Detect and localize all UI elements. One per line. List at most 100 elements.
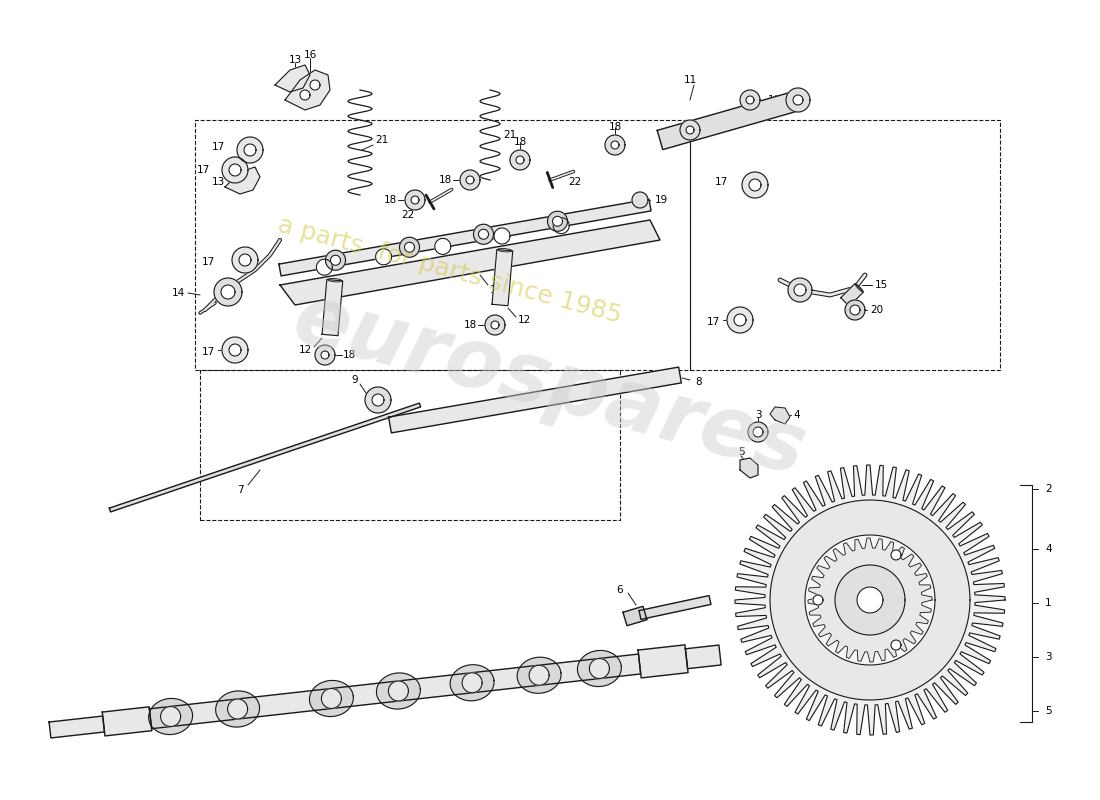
Text: 16: 16: [304, 50, 317, 60]
Polygon shape: [740, 90, 760, 110]
Polygon shape: [222, 337, 248, 363]
Polygon shape: [321, 351, 329, 359]
Polygon shape: [450, 665, 494, 701]
Text: 7: 7: [236, 485, 243, 495]
Polygon shape: [279, 199, 651, 276]
Polygon shape: [658, 90, 803, 150]
Polygon shape: [552, 216, 562, 226]
Polygon shape: [300, 90, 310, 100]
Polygon shape: [285, 70, 330, 110]
Polygon shape: [150, 654, 640, 729]
Polygon shape: [857, 587, 883, 613]
Polygon shape: [746, 96, 754, 104]
Text: 18: 18: [464, 320, 477, 330]
Polygon shape: [365, 387, 390, 413]
Polygon shape: [786, 88, 810, 112]
Polygon shape: [808, 538, 932, 662]
Text: 17: 17: [211, 142, 226, 152]
Text: 8: 8: [695, 377, 702, 387]
Polygon shape: [232, 247, 258, 273]
Polygon shape: [466, 176, 474, 184]
Polygon shape: [326, 250, 345, 270]
Polygon shape: [375, 249, 392, 265]
Text: 17: 17: [201, 257, 214, 267]
Polygon shape: [605, 135, 625, 155]
Polygon shape: [638, 645, 689, 678]
Text: a parts  for parts since 1985: a parts for parts since 1985: [275, 213, 625, 327]
Polygon shape: [460, 170, 480, 190]
Polygon shape: [50, 716, 104, 738]
Polygon shape: [280, 220, 660, 305]
Polygon shape: [229, 164, 241, 176]
Text: 4: 4: [793, 410, 800, 420]
Polygon shape: [214, 278, 242, 306]
Text: 18: 18: [439, 175, 452, 185]
Polygon shape: [216, 691, 260, 727]
Polygon shape: [548, 211, 568, 231]
Polygon shape: [226, 167, 260, 194]
Polygon shape: [590, 658, 609, 678]
Polygon shape: [109, 403, 420, 512]
Text: 19: 19: [654, 195, 669, 205]
Polygon shape: [221, 285, 235, 299]
Text: 4: 4: [1045, 544, 1052, 554]
Polygon shape: [161, 706, 180, 726]
Text: 18: 18: [608, 122, 622, 132]
Polygon shape: [686, 126, 694, 134]
Polygon shape: [632, 192, 648, 208]
Polygon shape: [372, 394, 384, 406]
Polygon shape: [330, 255, 341, 266]
Polygon shape: [840, 284, 864, 306]
Polygon shape: [275, 65, 310, 92]
Polygon shape: [510, 150, 530, 170]
Text: 17: 17: [197, 165, 210, 175]
Text: 15: 15: [874, 280, 889, 290]
Text: 18: 18: [708, 125, 722, 135]
Polygon shape: [434, 238, 451, 254]
Polygon shape: [805, 535, 935, 665]
Polygon shape: [309, 681, 353, 717]
Polygon shape: [478, 230, 488, 239]
Text: 12: 12: [518, 315, 531, 325]
Text: 18: 18: [384, 195, 397, 205]
Polygon shape: [578, 650, 621, 686]
Polygon shape: [236, 137, 263, 163]
Polygon shape: [735, 465, 1005, 735]
Polygon shape: [770, 407, 790, 424]
Text: 12: 12: [299, 345, 312, 355]
Polygon shape: [734, 314, 746, 326]
Polygon shape: [639, 595, 711, 619]
Polygon shape: [727, 307, 754, 333]
Polygon shape: [529, 666, 549, 686]
Polygon shape: [516, 156, 524, 164]
Text: 1: 1: [1045, 598, 1052, 608]
Text: 22: 22: [568, 177, 581, 187]
Polygon shape: [685, 645, 722, 669]
Polygon shape: [845, 300, 865, 320]
Polygon shape: [891, 640, 901, 650]
Text: 17: 17: [706, 317, 721, 327]
Text: 17: 17: [715, 177, 728, 187]
Text: 13: 13: [211, 177, 226, 187]
Polygon shape: [770, 500, 970, 700]
Text: 17: 17: [201, 347, 214, 357]
Text: 21: 21: [375, 135, 388, 145]
Text: 6: 6: [617, 585, 624, 595]
Polygon shape: [835, 565, 905, 635]
Polygon shape: [244, 144, 256, 156]
Polygon shape: [749, 179, 761, 191]
Polygon shape: [553, 218, 569, 234]
Polygon shape: [229, 344, 241, 356]
Polygon shape: [610, 141, 619, 149]
Polygon shape: [680, 120, 700, 140]
Text: 3: 3: [1045, 652, 1052, 662]
Polygon shape: [754, 427, 763, 437]
Polygon shape: [794, 284, 806, 296]
Text: 18: 18: [343, 350, 356, 360]
Polygon shape: [742, 172, 768, 198]
Polygon shape: [315, 345, 336, 365]
Polygon shape: [321, 689, 341, 709]
Text: 20: 20: [870, 305, 883, 315]
Polygon shape: [473, 224, 494, 244]
Polygon shape: [485, 315, 505, 335]
